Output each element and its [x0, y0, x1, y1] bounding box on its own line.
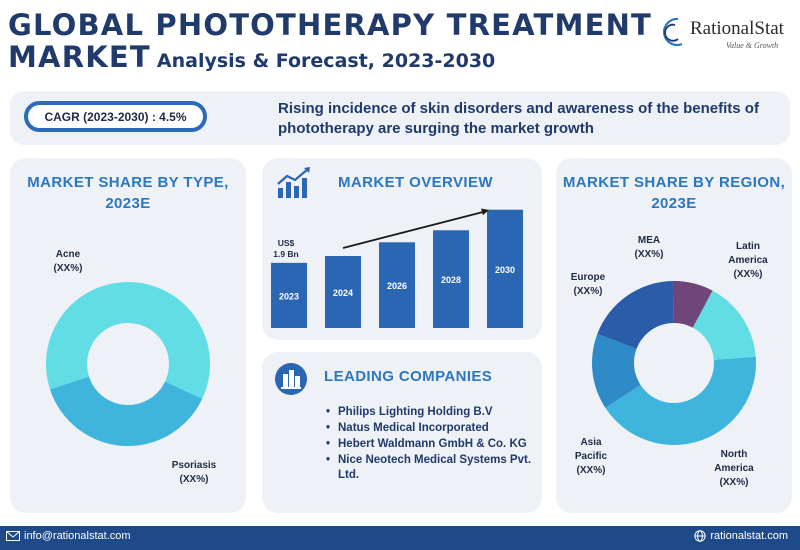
europe-label-name: Europe: [570, 272, 606, 283]
trend-arrow-head-icon: [481, 208, 489, 216]
companies-panel-title: LEADING COMPANIES: [324, 368, 493, 385]
footer-bar: info@rationalstat.com rationalstat.com: [0, 526, 800, 550]
apac-label-name-1: Asia: [580, 437, 602, 448]
na-label-name-1: North: [720, 449, 748, 460]
latam-label-name-1: Latin: [736, 241, 760, 252]
page-title: GLOBAL PHOTOTHERAPY TREATMENT: [8, 8, 653, 42]
market-share-region-panel: MARKET SHARE BY REGION, 2023E MEA (XX%) …: [556, 158, 792, 513]
bar-label-2026: 2026: [387, 281, 407, 291]
logo-name: RationalStat: [690, 18, 784, 39]
leading-companies-panel: LEADING COMPANIES Philips Lighting Holdi…: [262, 352, 542, 513]
companies-list: Philips Lighting Holding B.V Natus Medic…: [324, 405, 540, 484]
list-item: Hebert Waldmann GmbH & Co. KG: [324, 437, 540, 452]
overview-bar-chart: 2023 2024 2026 2028 2030: [271, 208, 523, 328]
first-value-amount: 1.9 Bn: [273, 249, 299, 259]
first-value-label: US$ 1.9 Bn: [268, 238, 304, 260]
region-donut-chart: [592, 281, 756, 445]
bar-label-2028: 2028: [441, 275, 461, 285]
mail-icon: [6, 531, 20, 541]
europe-label: Europe (XX%): [560, 271, 616, 299]
mea-label: MEA (XX%): [626, 234, 672, 262]
psoriasis-label: Psoriasis (XX%): [164, 459, 224, 487]
market-share-type-panel: MARKET SHARE BY TYPE, 2023E Acne (XX%) P…: [10, 158, 246, 513]
type-panel-title: MARKET SHARE BY TYPE, 2023E: [27, 174, 229, 212]
type-slice-psoriasis: [50, 376, 203, 446]
bar-2030: [487, 209, 523, 328]
first-value-currency: US$: [277, 238, 295, 248]
acne-label-name: Acne: [55, 249, 81, 260]
bar-2024: [325, 256, 361, 328]
bar-label-2023: 2023: [279, 291, 299, 301]
apac-label: Asia Pacific (XX%): [566, 436, 616, 478]
latam-label-value: (XX%): [733, 269, 763, 280]
region-slice-latin-america: [692, 290, 756, 360]
summary-banner: CAGR (2023-2030) : 4.5% Rising incidence…: [10, 91, 790, 145]
logo-mark-icon: [663, 17, 683, 47]
psoriasis-label-name: Psoriasis: [171, 460, 217, 471]
latam-label: Latin America (XX%): [718, 240, 778, 282]
trend-arrow-line: [342, 211, 484, 249]
growth-chart-icon: [277, 167, 310, 198]
bar-label-2024: 2024: [333, 288, 353, 298]
bar-2028: [433, 230, 469, 328]
europe-label-value: (XX%): [573, 286, 603, 297]
bar-2023: [271, 262, 307, 328]
building-icon: [275, 363, 307, 395]
cagr-badge: CAGR (2023-2030) : 4.5%: [24, 101, 207, 132]
mea-label-value: (XX%): [634, 249, 664, 260]
footer-website[interactable]: rationalstat.com: [694, 530, 788, 542]
overview-panel-title: MARKET OVERVIEW: [338, 174, 493, 191]
list-item: Philips Lighting Holding B.V: [324, 405, 540, 420]
page-title-market: MARKET: [8, 40, 151, 74]
page-subtitle: Analysis & Forecast, 2023-2030: [156, 50, 496, 72]
acne-label-value: (XX%): [53, 263, 83, 274]
psoriasis-label-value: (XX%): [179, 474, 209, 485]
bar-2026: [379, 242, 415, 328]
region-slice-north-america: [605, 356, 756, 445]
globe-icon: [694, 530, 707, 542]
banner-text: Rising incidence of skin disorders and a…: [278, 100, 759, 137]
region-slice-mea: [672, 281, 713, 328]
apac-label-value: (XX%): [576, 465, 606, 476]
logo-tagline: Value & Growth: [726, 41, 779, 50]
footer-email[interactable]: info@rationalstat.com: [6, 530, 131, 542]
market-overview-panel: MARKET OVERVIEW 2023 2024 2026 2028 2030 US$…: [262, 158, 542, 340]
region-slice-europe: [597, 281, 674, 349]
na-label-name-2: America: [714, 463, 754, 474]
region-slice-asia-pacific: [592, 333, 641, 408]
title-line-2: MARKET Analysis & Forecast, 2023-2030: [8, 40, 495, 74]
acne-label: Acne (XX%): [42, 248, 94, 276]
website-link[interactable]: rationalstat.com: [710, 530, 788, 542]
na-label-value: (XX%): [719, 477, 749, 488]
email-link[interactable]: info@rationalstat.com: [24, 530, 131, 542]
region-panel-title: MARKET SHARE BY REGION, 2023E: [562, 174, 786, 212]
north-america-label: North America (XX%): [706, 448, 762, 490]
list-item: Natus Medical Incorporated: [324, 421, 540, 436]
type-donut-chart: [45, 281, 210, 446]
apac-label-name-2: Pacific: [574, 451, 608, 462]
bar-label-2030: 2030: [495, 265, 515, 275]
rationalstat-logo[interactable]: RationalStat Value & Growth: [660, 14, 796, 54]
latam-label-name-2: America: [728, 255, 768, 266]
mea-label-name: MEA: [637, 235, 661, 246]
list-item: Nice Neotech Medical Systems Pvt. Ltd.: [324, 453, 540, 483]
type-slice-acne: [45, 281, 210, 399]
